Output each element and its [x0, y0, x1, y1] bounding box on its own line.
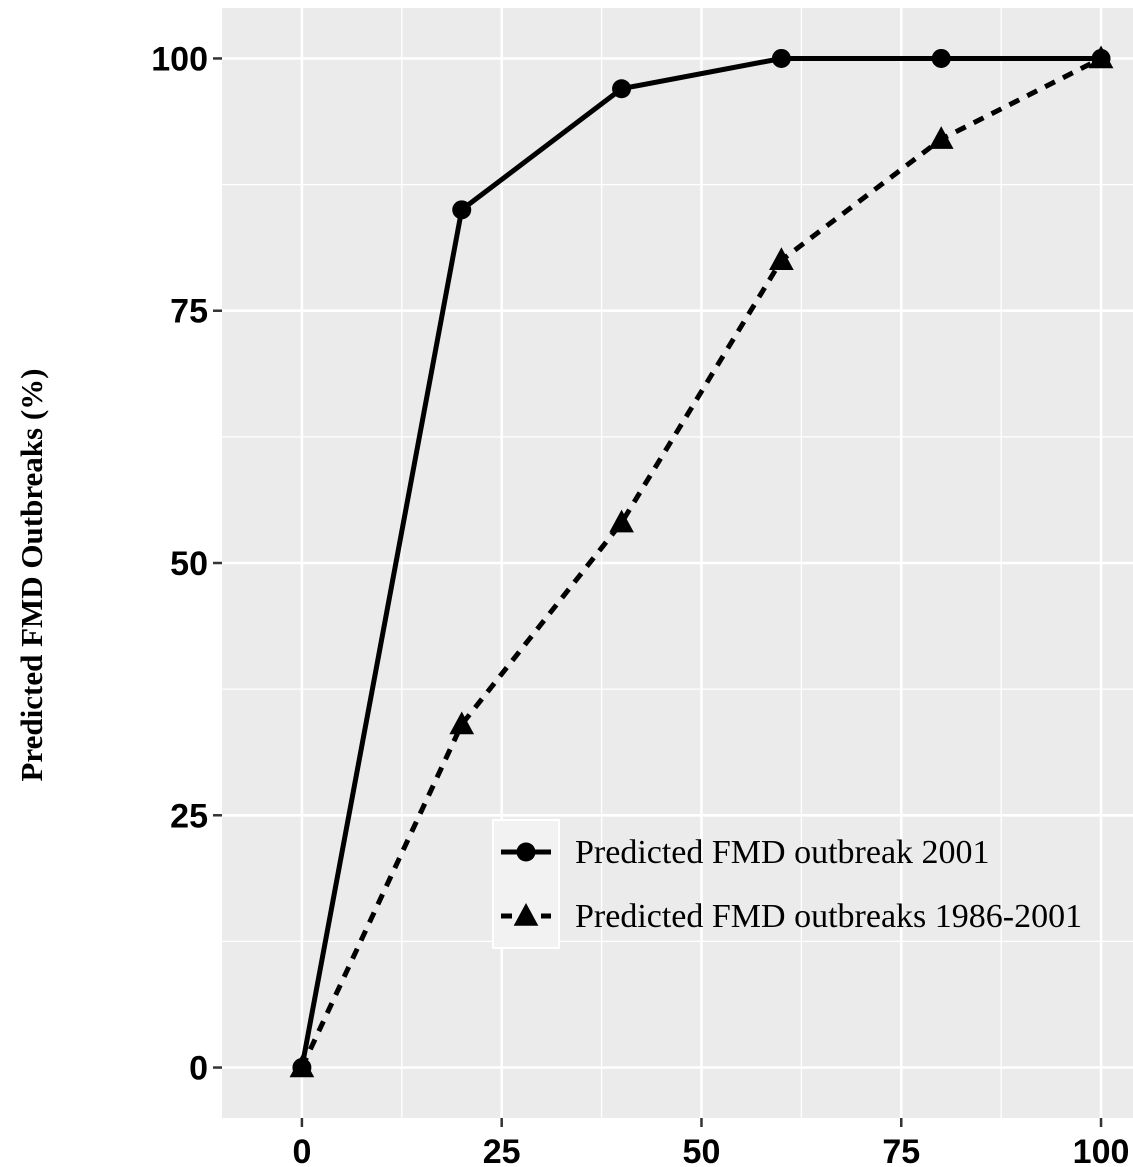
y-axis-title: Predicted FMD Outbreaks (%)	[14, 369, 49, 782]
x-tick-label: 50	[683, 1133, 721, 1167]
data-point-triangle	[609, 509, 634, 533]
data-point-circle	[452, 200, 472, 220]
data-point-circle	[771, 48, 791, 68]
legend-label: Predicted FMD outbreak 2001	[575, 834, 990, 871]
x-tick-label: 100	[1073, 1133, 1130, 1167]
x-tick-label: 75	[882, 1133, 920, 1167]
data-point-triangle	[449, 711, 475, 735]
data-point-triangle	[769, 247, 794, 271]
legend-item: Predicted FMD outbreak 2001	[501, 834, 990, 871]
data-point-circle	[516, 842, 536, 862]
data-point-circle	[612, 79, 632, 99]
y-tick-label: 25	[170, 797, 208, 835]
series-layer	[289, 45, 1114, 1078]
y-tick-label: 0	[189, 1050, 208, 1088]
axis-ticks	[213, 57, 1103, 1127]
data-point-triangle	[1088, 45, 1114, 69]
data-point-triangle	[289, 1054, 315, 1078]
series-line	[299, 56, 1103, 1069]
data-point-triangle	[928, 126, 954, 149]
x-tick-labels: 0 25 50 75 100	[292, 1133, 1129, 1167]
legend-label: Predicted FMD outbreaks 1986-2001	[575, 898, 1082, 935]
y-tick-label: 50	[170, 545, 208, 583]
y-tick-label: 75	[170, 293, 208, 331]
legend: Predicted FMD outbreak 2001 Predicted FMD…	[492, 819, 1082, 949]
x-tick-label: 0	[292, 1133, 311, 1167]
y-tick-label: 100	[151, 40, 208, 78]
x-tick-label: 25	[483, 1133, 521, 1167]
data-point-triangle	[513, 903, 539, 926]
legend-item: Predicted FMD outbreaks 1986-2001	[501, 898, 1082, 935]
series-2	[289, 45, 1114, 1078]
legend-key-box	[492, 819, 560, 949]
data-point-circle	[931, 48, 951, 68]
series-line	[299, 56, 1101, 1068]
y-tick-labels: 0 25 50 75 100	[151, 40, 208, 1087]
